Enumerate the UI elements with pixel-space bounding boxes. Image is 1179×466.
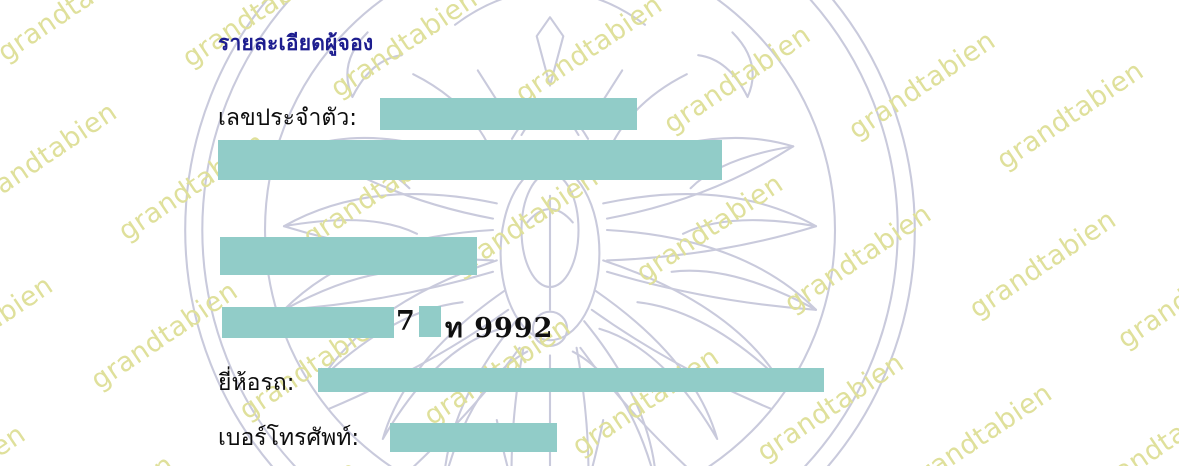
label-id-number: เลขประจำตัว: bbox=[218, 105, 357, 131]
page-title: รายละเอียดผู้จอง bbox=[218, 31, 374, 55]
license-plate-digit: 7 bbox=[396, 306, 416, 337]
label-phone-number: เบอร์โทรศัพท์: bbox=[218, 425, 360, 451]
redaction-block-plate-letter bbox=[419, 306, 441, 337]
redaction-block-model bbox=[220, 237, 477, 275]
redaction-block-car-brand bbox=[318, 368, 824, 392]
label-car-brand: ยี่ห้อรถ: bbox=[218, 370, 295, 396]
license-plate-thai-letter: ท bbox=[445, 313, 464, 344]
license-plate-suffix: ท 9992 bbox=[445, 306, 553, 349]
redaction-block-plate-prefix bbox=[222, 307, 394, 338]
redaction-block-phone-number bbox=[390, 423, 557, 452]
redaction-block-id-number bbox=[380, 98, 637, 130]
license-plate-number: 9992 bbox=[474, 313, 554, 344]
redaction-block-address bbox=[218, 140, 722, 180]
